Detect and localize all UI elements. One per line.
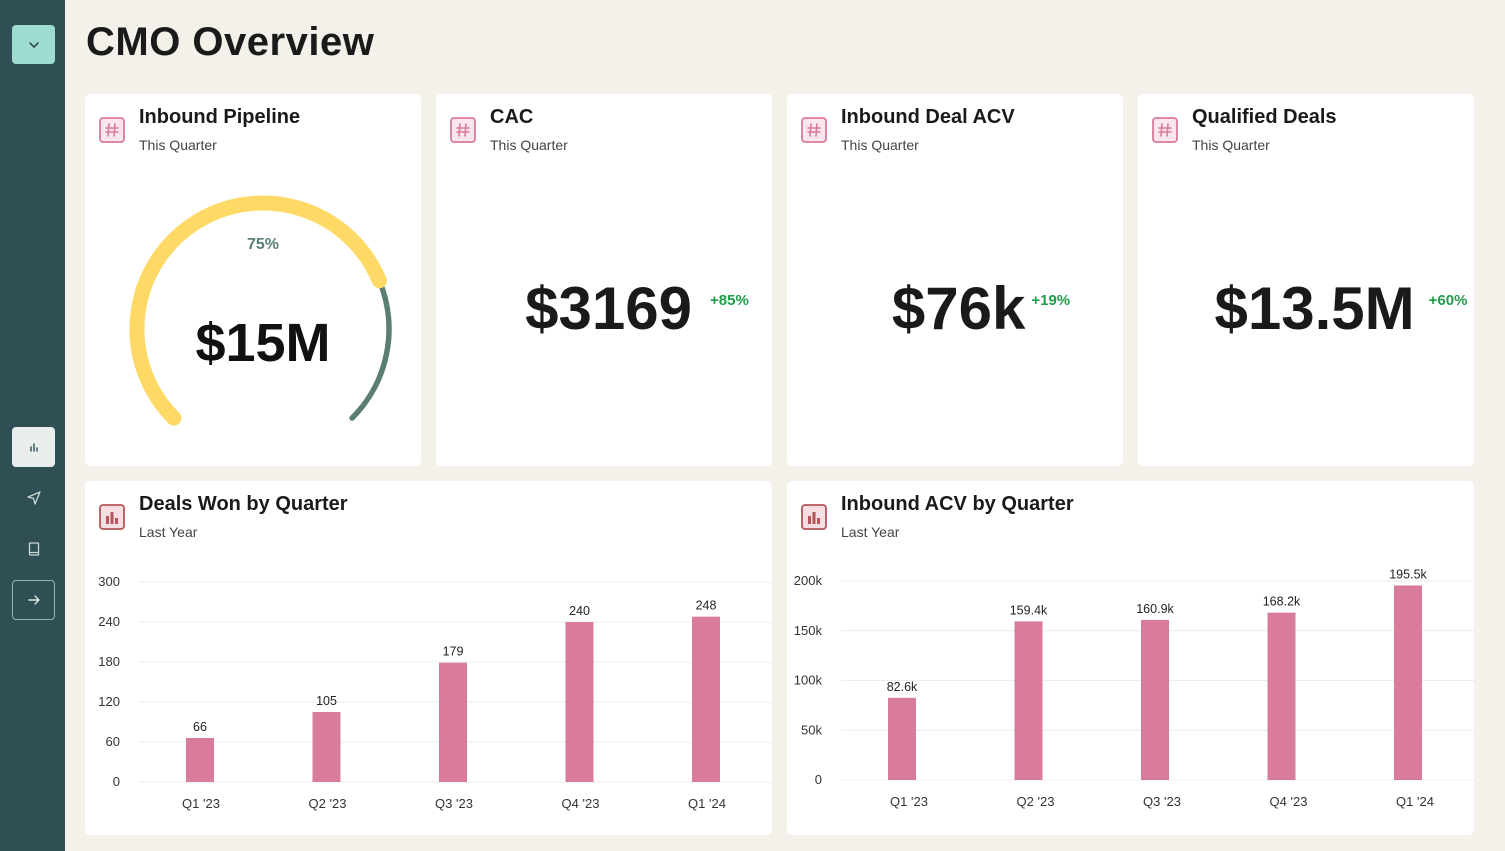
bar[interactable]: [565, 622, 594, 782]
bar[interactable]: [1267, 612, 1296, 780]
bar[interactable]: [186, 738, 214, 782]
card-title: Qualified Deals: [1192, 106, 1337, 128]
x-tick-label: Q1 '24: [1396, 794, 1434, 809]
x-tick-label: Q1 '24: [688, 796, 726, 811]
cac-card[interactable]: CAC This Quarter $3169 +85%: [436, 94, 772, 466]
number-icon: [450, 117, 476, 143]
bar-chart-icon: [29, 443, 38, 452]
page-title: CMO Overview: [86, 20, 375, 64]
pipeline-value: $15M: [195, 313, 330, 373]
x-tick-label: Q1 '23: [182, 796, 220, 811]
card-header: Deals Won by Quarter Last Year: [99, 493, 758, 553]
bar-value-label: 105: [316, 694, 337, 708]
gauge-remaining-arc: [349, 278, 392, 421]
bar-value-label: 179: [443, 645, 464, 659]
y-tick-label: 0: [815, 772, 822, 787]
x-tick-label: Q4 '23: [1270, 794, 1308, 809]
bar-value-label: 248: [696, 599, 717, 613]
bar-chart-icon: [801, 504, 827, 530]
y-tick-label: 200k: [794, 573, 823, 588]
x-tick-label: Q3 '23: [1143, 794, 1181, 809]
card-header: CAC This Quarter: [450, 106, 758, 166]
card-subtitle: This Quarter: [1192, 137, 1270, 153]
number-icon: [1152, 117, 1178, 143]
y-tick-label: 180: [98, 654, 120, 669]
number-icon: [801, 117, 827, 143]
x-tick-label: Q2 '23: [1017, 794, 1055, 809]
expand-sidebar-button[interactable]: [12, 580, 55, 620]
card-subtitle: Last Year: [139, 524, 198, 540]
bar-value-label: 159.4k: [1010, 603, 1048, 617]
kpi-delta: +60%: [1428, 292, 1468, 309]
inbound-acv-chart-card[interactable]: Inbound ACV by Quarter Last Year 0 50k 100…: [787, 481, 1474, 835]
send-icon: [26, 491, 41, 505]
x-tick-label: Q1 '23: [890, 794, 928, 809]
bar[interactable]: [1141, 619, 1169, 780]
y-tick-label: 300: [98, 574, 120, 589]
card-title: CAC: [490, 106, 534, 128]
y-tick-label: 100k: [794, 673, 823, 688]
collapse-menu-button[interactable]: [12, 25, 55, 64]
inbound-acv-bar-chart: 0 50k 100k 150k 200k 82.6k Q1 '23 159.4k Q2 '23 1…: [794, 567, 1474, 809]
chevron-down-icon: [28, 41, 39, 48]
y-tick-label: 240: [98, 614, 120, 629]
card-subtitle: Last Year: [841, 524, 900, 540]
bar[interactable]: [312, 712, 341, 782]
card-header: Inbound ACV by Quarter Last Year: [801, 493, 1460, 553]
bar-value-label: 82.6k: [887, 680, 918, 694]
book-icon: [28, 542, 39, 556]
bar-value-label: 160.9k: [1136, 602, 1174, 616]
bar-value-label: 168.2k: [1263, 595, 1301, 609]
deals-won-chart-card[interactable]: Deals Won by Quarter Last Year 0 60 120 180…: [85, 481, 772, 835]
number-icon: [99, 117, 125, 143]
arrow-right-icon: [27, 595, 40, 605]
bar-chart-icon: [99, 504, 125, 530]
bar-value-label: 195.5k: [1389, 567, 1427, 581]
card-header: Qualified Deals This Quarter: [1152, 106, 1460, 166]
bar[interactable]: [1394, 585, 1422, 780]
card-subtitle: This Quarter: [841, 137, 919, 153]
y-tick-label: 120: [98, 694, 120, 709]
card-title: Inbound ACV by Quarter: [841, 493, 1074, 515]
bar[interactable]: [692, 616, 720, 782]
bar[interactable]: [888, 697, 916, 780]
deals-won-bar-chart: 0 60 120 180 240 300 66 Q1 '23 105 Q2 '23 179 Q3 '2…: [98, 574, 772, 811]
card-subtitle: This Quarter: [490, 137, 568, 153]
y-tick-label: 0: [113, 774, 120, 789]
card-title: Deals Won by Quarter: [139, 493, 348, 515]
kpi-value: $76k: [891, 275, 1026, 342]
y-tick-label: 150k: [794, 623, 823, 638]
card-subtitle: This Quarter: [139, 137, 217, 153]
bar[interactable]: [439, 662, 467, 782]
kpi-value: $3169: [525, 275, 693, 342]
y-tick-label: 60: [106, 734, 120, 749]
gauge-progress-arc: [129, 195, 387, 426]
x-tick-label: Q3 '23: [435, 796, 473, 811]
kpi-delta: +85%: [710, 292, 749, 309]
kpi-value: $13.5M: [1214, 275, 1415, 342]
inbound-deal-acv-card[interactable]: Inbound Deal ACV This Quarter $76k +19%: [787, 94, 1123, 466]
card-header: Inbound Deal ACV This Quarter: [801, 106, 1109, 166]
kpi-block: $13.5M +60%: [1138, 274, 1474, 344]
send-nav-button[interactable]: [12, 478, 55, 518]
x-tick-label: Q4 '23: [562, 796, 600, 811]
bar[interactable]: [1014, 621, 1043, 780]
dashboards-nav-button[interactable]: [12, 427, 55, 467]
kpi-block: $3169 +85%: [436, 274, 772, 344]
gauge-percent-label: 75%: [247, 236, 279, 253]
card-title: Inbound Deal ACV: [841, 106, 1015, 128]
x-tick-label: Q2 '23: [309, 796, 347, 811]
bar-value-label: 240: [569, 604, 590, 618]
kpi-block: $76k +19%: [787, 274, 1123, 344]
inbound-pipeline-card[interactable]: Inbound Pipeline This Quarter 75% $15M: [85, 94, 421, 466]
pipeline-gauge: 75% $15M: [129, 195, 392, 426]
y-tick-label: 50k: [801, 722, 822, 737]
card-title: Inbound Pipeline: [139, 106, 301, 128]
docs-nav-button[interactable]: [12, 529, 55, 569]
sidebar: [0, 0, 65, 851]
bar-value-label: 66: [193, 720, 207, 734]
qualified-deals-card[interactable]: Qualified Deals This Quarter $13.5M +60%: [1138, 94, 1474, 466]
kpi-delta: +19%: [1031, 292, 1071, 309]
card-header: Inbound Pipeline This Quarter: [99, 106, 407, 166]
